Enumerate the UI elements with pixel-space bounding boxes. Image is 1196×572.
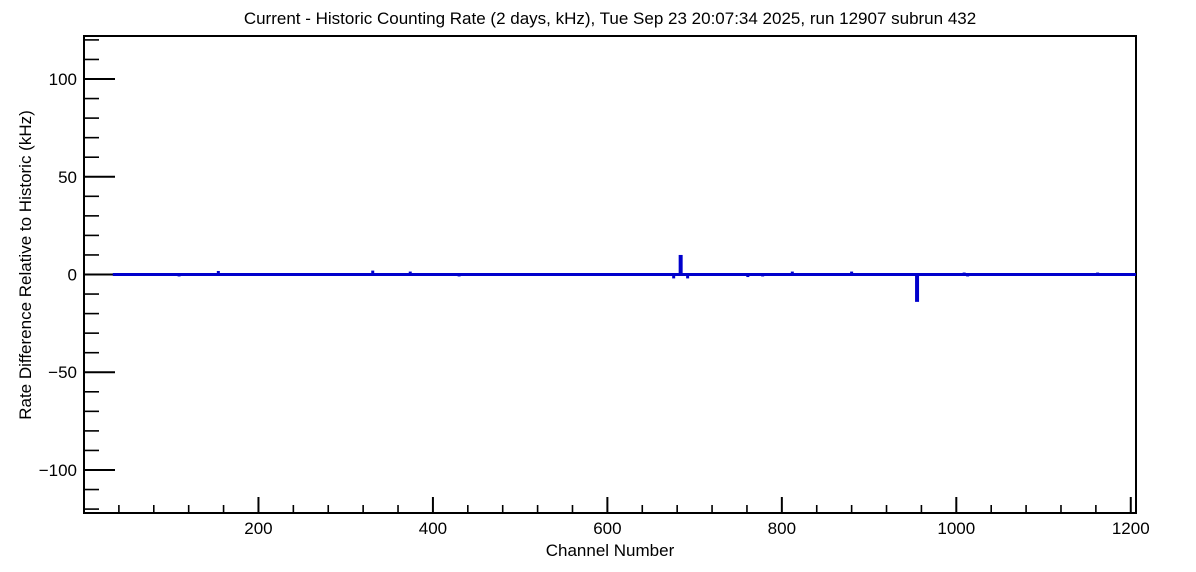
x-tick-label: 600 (593, 519, 621, 538)
x-tick-label: 200 (244, 519, 272, 538)
x-tick-label: 800 (768, 519, 796, 538)
y-tick-label: 100 (49, 70, 77, 89)
x-tick-label: 1000 (937, 519, 975, 538)
x-tick-label: 400 (419, 519, 447, 538)
y-tick-label: −100 (39, 461, 77, 480)
y-tick-label: 0 (68, 266, 77, 285)
y-tick-label: 50 (58, 168, 77, 187)
chart-title: Current - Historic Counting Rate (2 days… (243, 9, 977, 28)
x-axis-title: Channel Number (545, 541, 675, 560)
y-tick-label: −50 (48, 363, 77, 382)
x-tick-label: 1200 (1112, 519, 1150, 538)
